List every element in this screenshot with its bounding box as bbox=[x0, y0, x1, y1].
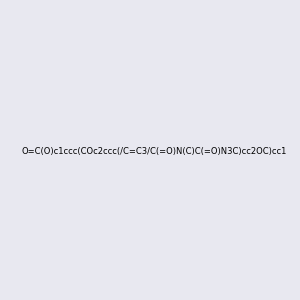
Text: O=C(O)c1ccc(COc2ccc(/C=C3/C(=O)N(C)C(=O)N3C)cc2OC)cc1: O=C(O)c1ccc(COc2ccc(/C=C3/C(=O)N(C)C(=O)… bbox=[21, 147, 286, 156]
